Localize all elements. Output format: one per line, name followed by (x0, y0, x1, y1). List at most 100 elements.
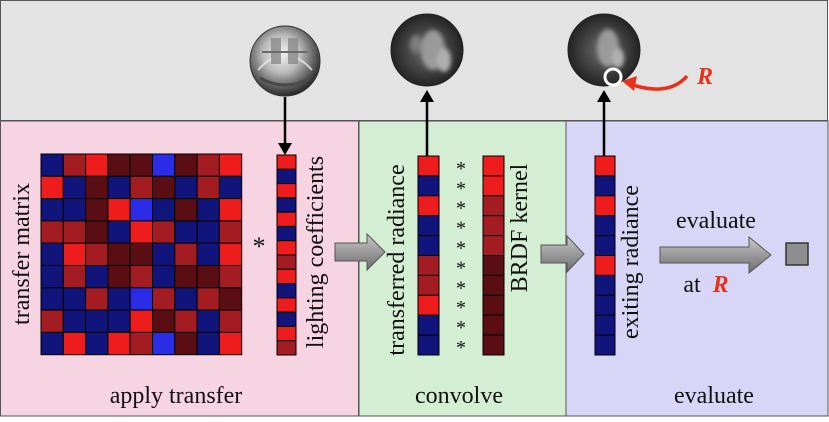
matrix-cell (85, 265, 109, 289)
matrix-cell (85, 198, 109, 222)
matrix-cell (152, 309, 176, 333)
lighting-coefficient-cell (276, 268, 297, 285)
transferred-radiance-cell (417, 235, 440, 257)
matrix-cell (218, 287, 243, 311)
convolution-star: * (456, 337, 466, 359)
matrix-cell (62, 331, 87, 356)
matrix-cell (40, 220, 64, 244)
evaluate-at-label: at R (683, 272, 728, 298)
matrix-cell (218, 309, 243, 333)
apply-transfer-caption: apply transfer (110, 383, 243, 409)
matrix-cell (174, 287, 198, 311)
convolution-star: * (456, 218, 466, 240)
direction-pointer-arrow (622, 74, 689, 91)
convolution-star: * (456, 238, 466, 260)
down-arrow (278, 97, 292, 155)
matrix-cell (129, 198, 153, 222)
brdf-kernel-cell (482, 215, 505, 237)
matrix-cell (218, 198, 243, 222)
transfer-matrix-grid (40, 153, 243, 356)
exiting-radiance-cell (594, 215, 616, 237)
transferred-radiance-cell (417, 215, 440, 237)
matrix-cell (196, 331, 220, 356)
convolve-caption: convolve (415, 383, 503, 409)
lighting-coefficients-label: lighting coefficients (303, 156, 329, 348)
matrix-cell (40, 265, 64, 289)
matrix-cell (129, 287, 153, 311)
matrix-cell (174, 309, 198, 333)
multiply-operator: * (253, 232, 266, 261)
matrix-cell (107, 153, 131, 177)
lighting-coefficient-cell (276, 183, 297, 199)
matrix-cell (196, 198, 220, 222)
matrix-cell (107, 309, 131, 333)
matrix-cell (152, 175, 176, 200)
matrix-cell (218, 153, 243, 177)
matrix-cell (129, 331, 153, 356)
transferred-radiance-vector (417, 155, 440, 356)
matrix-cell (62, 242, 87, 266)
flow-arrow-to-convolve (334, 232, 386, 272)
matrix-cell (40, 153, 64, 177)
transferred-radiance-cell (417, 294, 440, 316)
matrix-cell (40, 331, 64, 356)
exiting-radiance-cell (594, 195, 616, 217)
matrix-cell (174, 331, 198, 356)
lighting-coefficient-cell (276, 225, 297, 242)
exiting-radiance-cell (594, 294, 616, 316)
brdf-kernel-cell (482, 175, 505, 197)
brdf-kernel-cell (482, 195, 505, 217)
transferred-radiance-cell (417, 155, 440, 177)
brdf-kernel-vector (482, 155, 505, 356)
matrix-cell (196, 309, 220, 333)
brdf-kernel-cell (482, 334, 505, 356)
brdf-kernel-cell (482, 155, 505, 177)
matrix-cell (85, 309, 109, 333)
matrix-cell (107, 287, 131, 311)
lighting-coefficient-cell (276, 197, 297, 213)
output-square-icon (785, 242, 809, 266)
matrix-cell (129, 309, 153, 333)
direction-symbol-label: R (696, 64, 713, 90)
matrix-cell (85, 331, 109, 356)
brdf-kernel-cell (482, 314, 505, 336)
matrix-cell (196, 265, 220, 289)
lighting-coefficient-cell (276, 168, 297, 185)
lighting-coefficient-cell (276, 340, 297, 356)
matrix-cell (107, 220, 131, 244)
matrix-cell (196, 287, 220, 311)
matrix-cell (152, 242, 176, 266)
brdf-kernel-cell (482, 294, 505, 316)
matrix-cell (85, 153, 109, 177)
exiting-radiance-cell (594, 235, 616, 257)
matrix-cell (152, 331, 176, 356)
transferred-radiance-cell (417, 314, 440, 336)
light-probe-sphere-icon (249, 25, 321, 97)
exiting-radiance-cell (594, 155, 616, 177)
matrix-cell (218, 220, 243, 244)
brdf-kernel-cell (482, 235, 505, 257)
matrix-cell (62, 175, 87, 200)
matrix-cell (129, 220, 153, 244)
flow-arrow-to-evaluate (540, 234, 585, 274)
matrix-cell (40, 287, 64, 311)
matrix-cell (196, 242, 220, 266)
matrix-cell (129, 265, 153, 289)
lighting-coefficient-cell (276, 240, 297, 256)
convolution-star: * (456, 277, 466, 299)
matrix-cell (85, 220, 109, 244)
matrix-cell (196, 153, 220, 177)
matrix-cell (174, 198, 198, 222)
matrix-cell (129, 242, 153, 266)
convolution-operators: ********** (456, 158, 466, 359)
lighting-coefficient-cell (276, 211, 297, 227)
transferred-radiance-cell (417, 274, 440, 296)
direction-marker-circle (603, 67, 623, 87)
lighting-coefficient-cell (276, 311, 297, 327)
exiting-radiance-cell (594, 314, 616, 336)
matrix-cell (218, 175, 243, 200)
lighting-coefficient-cell (276, 254, 297, 270)
matrix-cell (174, 175, 198, 200)
matrix-cell (196, 175, 220, 200)
matrix-cell (85, 287, 109, 311)
